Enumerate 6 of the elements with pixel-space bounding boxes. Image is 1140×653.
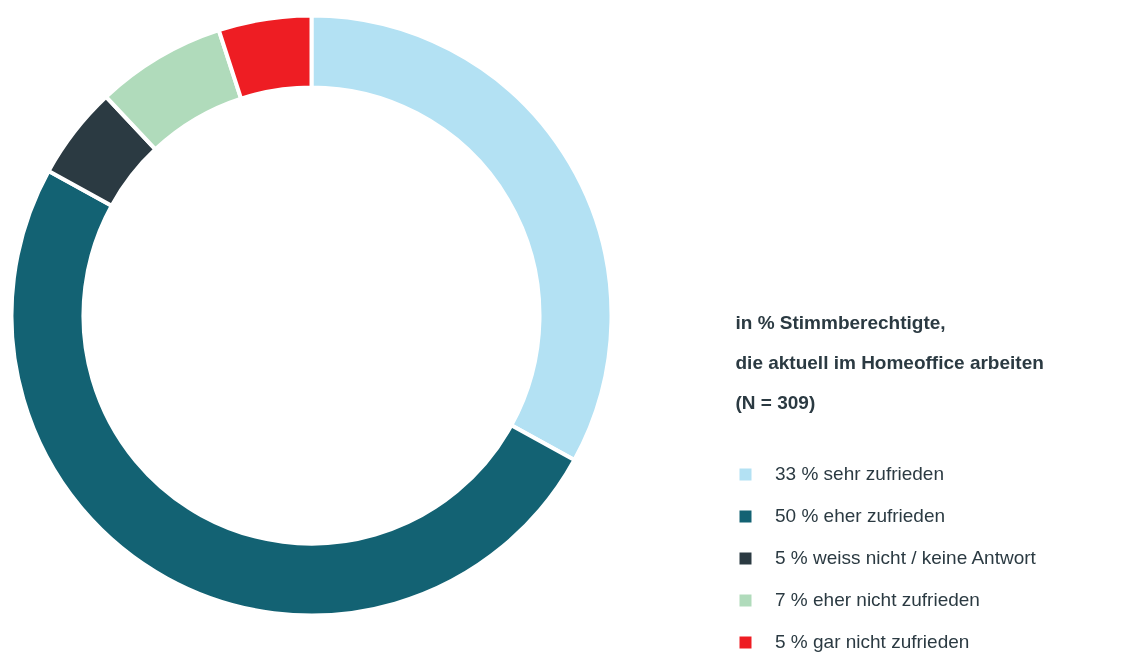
legend-label: 5 % weiss nicht / keine Antwort	[775, 547, 1036, 569]
legend-label: 7 % eher nicht zufrieden	[775, 589, 980, 611]
legend-label: 50 % eher zufrieden	[775, 505, 946, 527]
legend-label: 33 % sehr zufrieden	[775, 463, 944, 485]
legend-label: 5 % gar nicht zufrieden	[775, 631, 970, 653]
legend-title: in % Stimmberechtigte, die aktuell im Homeoffice arbeiten (N = 309)	[735, 312, 1044, 413]
